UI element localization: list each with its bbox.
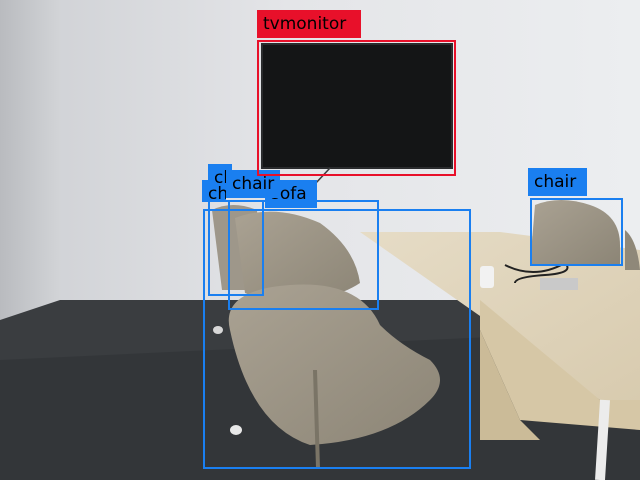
detection-label-chair-1: chair [226,170,280,198]
tv-screen [262,44,452,168]
middle-chair [235,211,360,303]
detection-label-chair-4: chair [528,168,587,196]
front-chair [228,284,440,445]
far-chair [530,200,620,265]
detection-box-tvmonitor-5 [257,40,456,176]
table-top [360,232,640,400]
detection-box-chair-2 [203,209,471,469]
detection-box-chair-4 [530,198,623,266]
cup [480,266,494,288]
detection-box-sofa-3 [228,200,379,310]
detection-label-tvmonitor-5: tvmonitor [257,10,361,38]
left-wall [0,0,60,320]
